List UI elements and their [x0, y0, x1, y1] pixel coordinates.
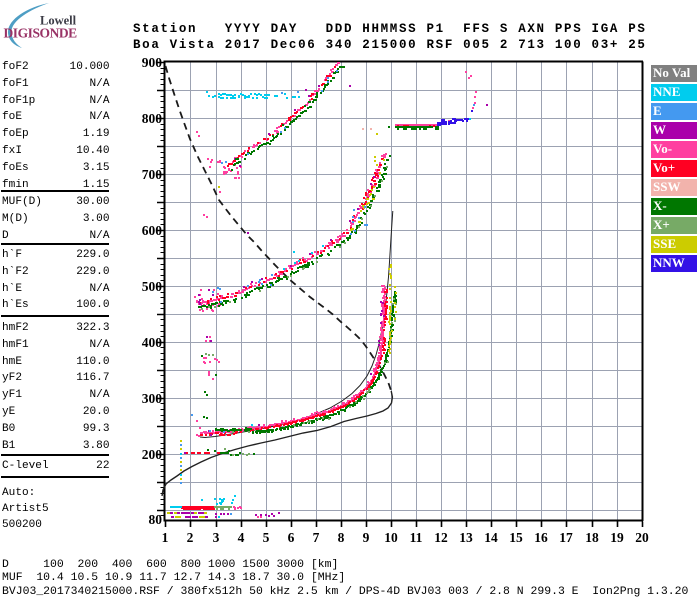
svg-text:15: 15 — [509, 530, 523, 545]
svg-text:12: 12 — [434, 530, 448, 545]
svg-text:8: 8 — [338, 530, 345, 545]
svg-text:80: 80 — [149, 512, 163, 527]
svg-text:1: 1 — [162, 530, 169, 545]
svg-text:3: 3 — [213, 530, 220, 545]
svg-text:2: 2 — [187, 530, 194, 545]
svg-text:17: 17 — [559, 530, 573, 545]
svg-text:500: 500 — [142, 279, 163, 294]
svg-text:18: 18 — [585, 530, 599, 545]
svg-text:DIGISONDE: DIGISONDE — [4, 25, 78, 40]
svg-text:16: 16 — [534, 530, 548, 545]
svg-text:4: 4 — [238, 530, 245, 545]
svg-text:200: 200 — [142, 447, 163, 462]
svg-text:9: 9 — [363, 530, 370, 545]
svg-text:13: 13 — [459, 530, 473, 545]
svg-text:600: 600 — [142, 223, 163, 238]
svg-text:19: 19 — [610, 530, 624, 545]
svg-text:700: 700 — [142, 167, 163, 182]
svg-text:10: 10 — [384, 530, 398, 545]
svg-text:Lowell: Lowell — [40, 14, 77, 28]
svg-text:7: 7 — [313, 530, 320, 545]
svg-text:6: 6 — [288, 530, 295, 545]
svg-text:400: 400 — [142, 335, 163, 350]
svg-text:300: 300 — [142, 391, 163, 406]
svg-text:800: 800 — [142, 111, 163, 126]
svg-text:14: 14 — [484, 530, 498, 545]
svg-text:11: 11 — [410, 530, 423, 545]
svg-text:900: 900 — [142, 55, 163, 70]
svg-text:20: 20 — [635, 530, 649, 545]
svg-text:5: 5 — [263, 530, 270, 545]
